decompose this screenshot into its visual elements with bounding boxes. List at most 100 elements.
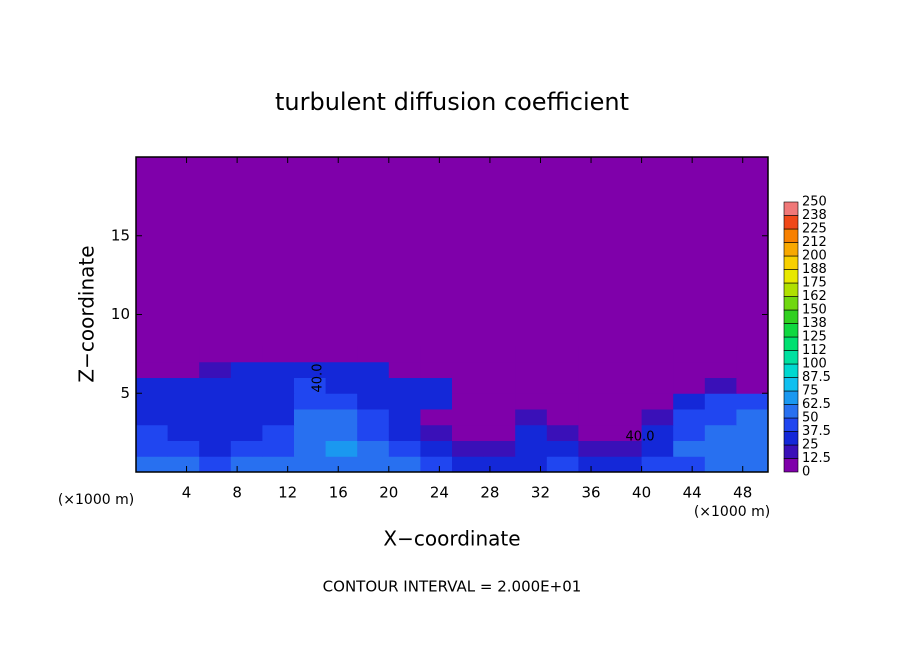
contour-cell bbox=[230, 377, 263, 394]
contour-cell bbox=[452, 361, 485, 378]
contour-cell bbox=[294, 440, 327, 457]
colorbar-label: 12.5 bbox=[802, 451, 831, 466]
colorbar-label: 250 bbox=[802, 195, 827, 210]
contour-cell bbox=[199, 409, 232, 426]
colorbar-label: 138 bbox=[802, 316, 827, 331]
x-tick-label: 16 bbox=[329, 484, 348, 502]
contour-cell bbox=[578, 424, 611, 441]
contour-cell bbox=[262, 346, 295, 363]
contour-cell bbox=[546, 361, 579, 378]
contour-cell bbox=[325, 424, 358, 441]
contour-cell bbox=[546, 456, 579, 473]
contour-cell bbox=[673, 409, 706, 426]
contour-cell bbox=[452, 393, 485, 410]
contour-cell bbox=[673, 361, 706, 378]
colorbar-swatch bbox=[783, 417, 799, 432]
contour-cell bbox=[357, 393, 390, 410]
colorbar-label: 100 bbox=[802, 357, 827, 372]
contour-cell bbox=[199, 424, 232, 441]
contour-cell bbox=[167, 361, 200, 378]
colorbar-swatch bbox=[783, 404, 799, 419]
x-tick-label: 12 bbox=[278, 484, 297, 502]
contour-cell bbox=[357, 456, 390, 473]
contour-cell bbox=[641, 409, 674, 426]
x-tick-label: 20 bbox=[379, 484, 398, 502]
contour-cell bbox=[578, 440, 611, 457]
contour-cell bbox=[262, 377, 295, 394]
contour-cell bbox=[294, 377, 327, 394]
contour-cell bbox=[610, 440, 643, 457]
colorbar-swatch bbox=[783, 336, 799, 351]
contour-cell bbox=[262, 424, 295, 441]
contour-cell bbox=[736, 424, 769, 441]
colorbar-swatch bbox=[783, 228, 799, 243]
contour-cell bbox=[483, 377, 516, 394]
x-tick-label: 36 bbox=[581, 484, 600, 502]
footer-note: CONTOUR INTERVAL = 2.000E+01 bbox=[323, 578, 582, 596]
contour-cell bbox=[483, 393, 516, 410]
contour-cell bbox=[704, 424, 737, 441]
contour-cell bbox=[515, 440, 548, 457]
contour-cell bbox=[736, 440, 769, 457]
contour-cell bbox=[388, 440, 421, 457]
contour-cell bbox=[325, 377, 358, 394]
contour-cell bbox=[736, 361, 769, 378]
colorbar-label: 200 bbox=[802, 249, 827, 264]
contour-cell bbox=[230, 393, 263, 410]
contour-cell bbox=[136, 361, 169, 378]
x-tick-label: 48 bbox=[733, 484, 752, 502]
colorbar-swatch bbox=[783, 309, 799, 324]
contour-cell bbox=[673, 393, 706, 410]
contour-cell bbox=[388, 424, 421, 441]
colorbar-label: 175 bbox=[802, 276, 827, 291]
colorbar-swatch bbox=[783, 282, 799, 297]
colorbar-label: 238 bbox=[802, 208, 827, 223]
x-tick-label: 24 bbox=[430, 484, 449, 502]
contour-cell bbox=[167, 393, 200, 410]
colorbar-swatch bbox=[783, 215, 799, 230]
contour-cell bbox=[546, 346, 579, 363]
contour-cell bbox=[452, 409, 485, 426]
contour-cell bbox=[230, 346, 263, 363]
contour-cell bbox=[610, 456, 643, 473]
colorbar-label: 125 bbox=[802, 330, 827, 345]
contour-cell bbox=[199, 377, 232, 394]
x-tick-label: 8 bbox=[232, 484, 242, 502]
y-tick-label: 15 bbox=[111, 226, 130, 244]
contour-cell bbox=[230, 440, 263, 457]
contour-cell bbox=[578, 346, 611, 363]
contour-cell bbox=[325, 456, 358, 473]
contour-cell bbox=[610, 346, 643, 363]
contour-cell bbox=[515, 393, 548, 410]
contour-cell bbox=[704, 393, 737, 410]
contour-cell bbox=[262, 440, 295, 457]
contour-cell bbox=[578, 393, 611, 410]
contour-cell bbox=[388, 456, 421, 473]
colorbar-label: 212 bbox=[802, 235, 827, 250]
contour-cell bbox=[736, 456, 769, 473]
colorbar-label: 37.5 bbox=[802, 424, 831, 439]
contour-cell bbox=[357, 361, 390, 378]
contour-cell bbox=[294, 456, 327, 473]
contour-cell bbox=[294, 346, 327, 363]
contour-cell bbox=[420, 440, 453, 457]
contour-cell bbox=[230, 424, 263, 441]
contour-cell bbox=[641, 456, 674, 473]
contour-cell bbox=[641, 346, 674, 363]
contour-cell bbox=[199, 440, 232, 457]
contour-cell bbox=[167, 409, 200, 426]
contour-cell bbox=[483, 361, 516, 378]
colorbar-swatch bbox=[783, 377, 799, 392]
contour-cell bbox=[546, 409, 579, 426]
contour-cell bbox=[199, 456, 232, 473]
contour-cell bbox=[357, 440, 390, 457]
contour-cell bbox=[610, 393, 643, 410]
contour-cell bbox=[388, 346, 421, 363]
contour-cell bbox=[388, 377, 421, 394]
contour-cell bbox=[483, 346, 516, 363]
colorbar-label: 75 bbox=[802, 384, 819, 399]
contour-cell bbox=[641, 440, 674, 457]
colorbar-swatch bbox=[783, 431, 799, 446]
contour-cell bbox=[578, 361, 611, 378]
